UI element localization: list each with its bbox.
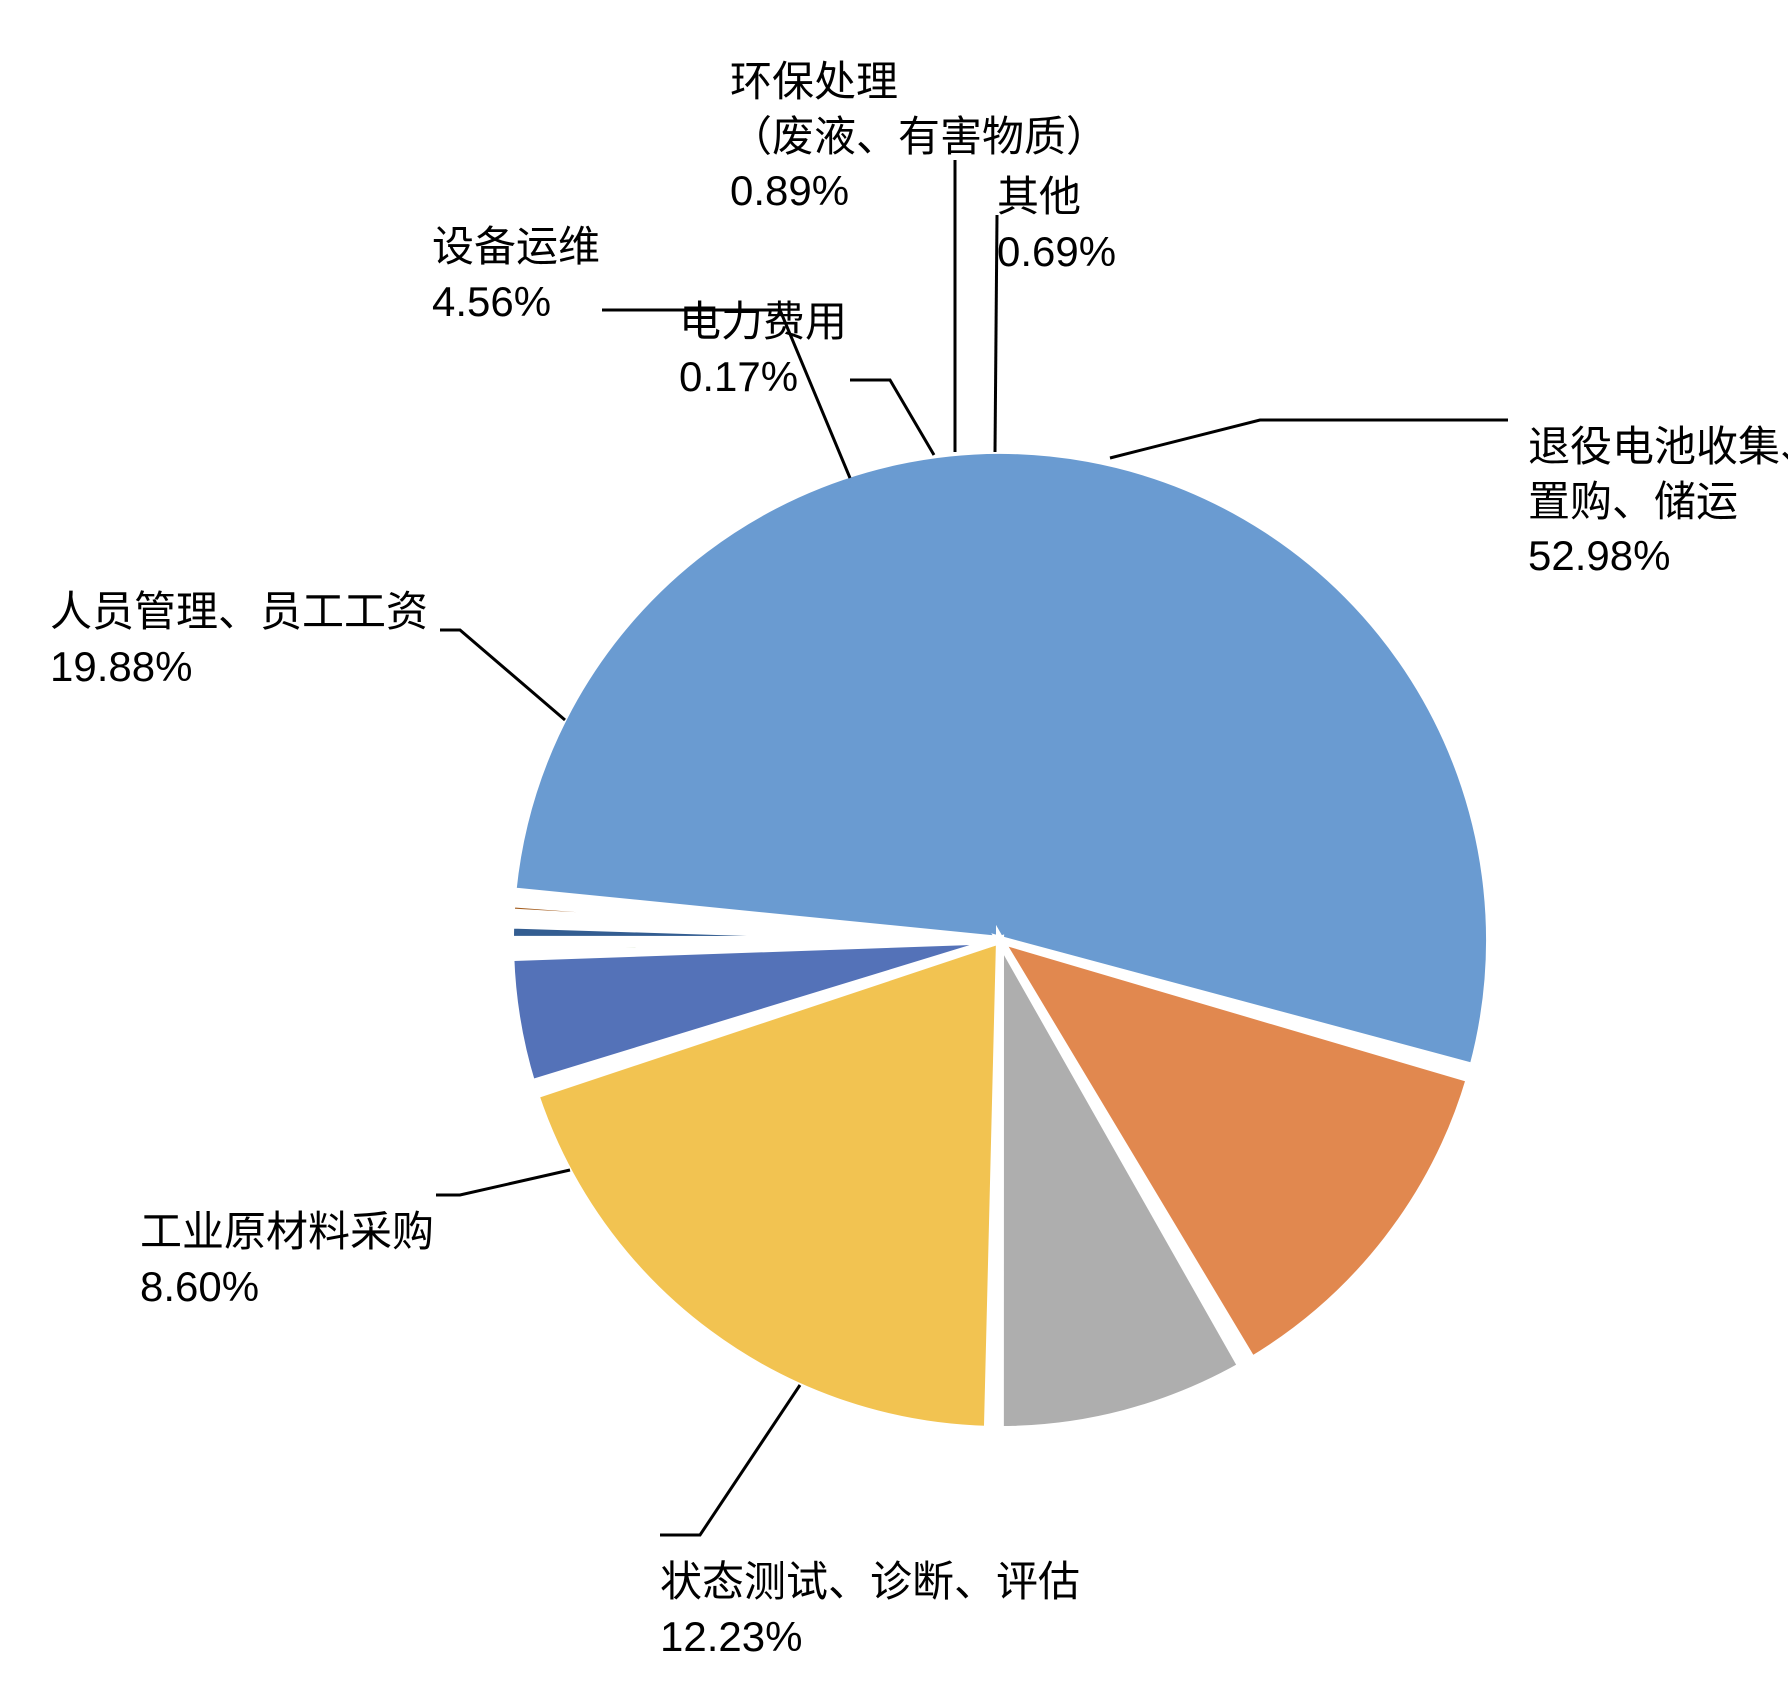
slice-label-6-line-1: （废液、有害物质） xyxy=(730,110,1108,165)
slice-label-0-line-1: 置购、储运 xyxy=(1528,475,1788,530)
slice-label-0-line-0: 退役电池收集、 xyxy=(1528,420,1788,475)
slice-label-6-line-0: 环保处理 xyxy=(730,55,1108,110)
slice-label-3-line-0: 人员管理、员工工资 xyxy=(50,585,428,640)
slice-label-3: 人员管理、员工工资19.88% xyxy=(50,585,428,694)
slice-label-0: 退役电池收集、置购、储运52.98% xyxy=(1528,420,1788,584)
slice-label-4-line-0: 设备运维 xyxy=(432,220,600,275)
slice-label-1-line-1: 12.23% xyxy=(660,1610,1080,1665)
pie-chart-svg xyxy=(0,0,1788,1681)
slice-label-0-line-2: 52.98% xyxy=(1528,529,1788,584)
slice-label-3-line-1: 19.88% xyxy=(50,640,428,695)
slice-label-2-line-0: 工业原材料采购 xyxy=(140,1205,434,1260)
slice-label-7-line-0: 其他 xyxy=(997,170,1116,225)
slice-label-2: 工业原材料采购8.60% xyxy=(140,1205,434,1314)
slice-label-5-line-0: 电力费用 xyxy=(679,295,847,350)
slice-label-2-line-1: 8.60% xyxy=(140,1260,434,1315)
slice-label-4-line-1: 4.56% xyxy=(432,275,600,330)
leader-line-5 xyxy=(850,380,934,455)
leader-line-0 xyxy=(1110,420,1508,458)
slice-label-4: 设备运维4.56% xyxy=(432,220,600,329)
leader-line-2 xyxy=(436,1170,570,1195)
slice-label-5: 电力费用0.17% xyxy=(679,295,847,404)
slice-label-1-line-0: 状态测试、诊断、评估 xyxy=(660,1555,1080,1610)
slice-label-7: 其他0.69% xyxy=(997,170,1116,279)
slice-label-5-line-1: 0.17% xyxy=(679,350,847,405)
leader-line-3 xyxy=(440,630,565,720)
pie-chart-container: 退役电池收集、置购、储运52.98% 状态测试、诊断、评估12.23% 工业原材料采… xyxy=(0,0,1788,1681)
leader-line-1 xyxy=(660,1385,800,1535)
slice-label-7-line-1: 0.69% xyxy=(997,225,1116,280)
slice-label-1: 状态测试、诊断、评估12.23% xyxy=(660,1555,1080,1664)
